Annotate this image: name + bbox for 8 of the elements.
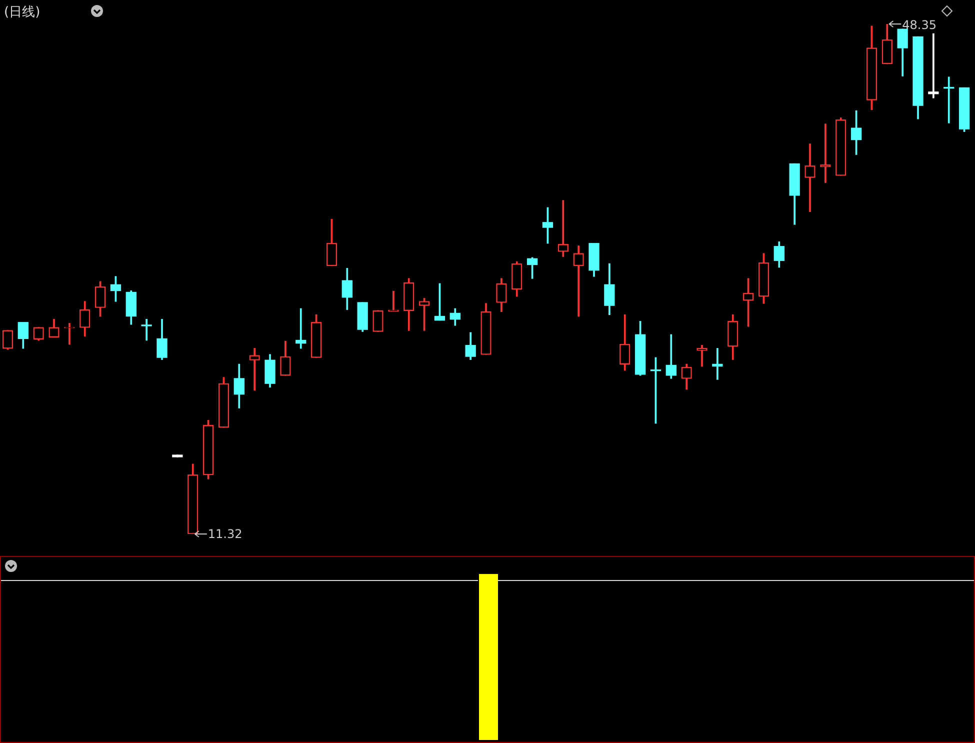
annotation: 48.35 [902, 18, 936, 32]
candlestick [928, 33, 939, 98]
candlestick [141, 318, 152, 341]
annotation: 11.32 [208, 527, 242, 542]
candlestick [558, 200, 568, 257]
candlestick [712, 348, 723, 380]
chart-title: (日线) [4, 4, 40, 21]
candlestick [296, 308, 306, 349]
